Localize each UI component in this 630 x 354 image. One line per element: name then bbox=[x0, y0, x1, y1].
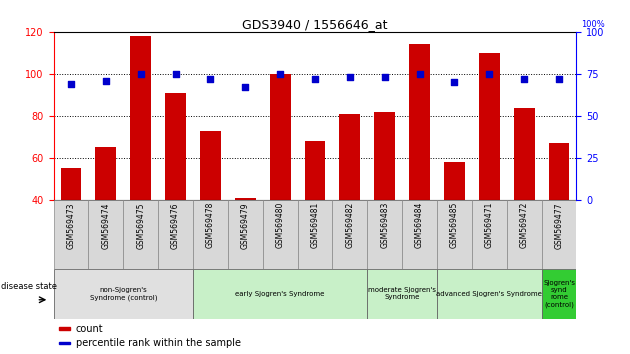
Text: disease state: disease state bbox=[1, 282, 57, 291]
Bar bbox=[367, 200, 402, 269]
Point bbox=[310, 76, 320, 82]
Bar bbox=[193, 269, 367, 319]
Bar bbox=[542, 200, 576, 269]
Point bbox=[484, 71, 495, 77]
Bar bbox=[304, 141, 326, 200]
Title: GDS3940 / 1556646_at: GDS3940 / 1556646_at bbox=[243, 18, 387, 31]
Bar bbox=[60, 169, 81, 200]
Bar bbox=[88, 200, 123, 269]
Bar bbox=[270, 74, 290, 200]
Point bbox=[554, 76, 564, 82]
Text: GSM569479: GSM569479 bbox=[241, 202, 249, 249]
Bar bbox=[228, 200, 263, 269]
Bar bbox=[507, 200, 542, 269]
Text: GSM569481: GSM569481 bbox=[311, 202, 319, 248]
Text: GSM569482: GSM569482 bbox=[345, 202, 354, 248]
Point bbox=[275, 71, 285, 77]
Bar bbox=[437, 269, 542, 319]
Text: GSM569475: GSM569475 bbox=[136, 202, 145, 249]
Text: GSM569480: GSM569480 bbox=[276, 202, 285, 249]
Text: GSM569472: GSM569472 bbox=[520, 202, 529, 249]
Bar bbox=[263, 200, 297, 269]
Point bbox=[415, 71, 425, 77]
Bar bbox=[200, 131, 221, 200]
Text: Sjogren's
synd
rome
(control): Sjogren's synd rome (control) bbox=[543, 280, 575, 308]
Bar bbox=[542, 269, 576, 319]
Bar bbox=[130, 36, 151, 200]
Point bbox=[171, 71, 181, 77]
Bar bbox=[472, 200, 507, 269]
Point bbox=[380, 74, 390, 80]
Point bbox=[519, 76, 529, 82]
Text: GSM569474: GSM569474 bbox=[101, 202, 110, 249]
Text: GSM569483: GSM569483 bbox=[381, 202, 389, 249]
Bar bbox=[437, 200, 472, 269]
Bar bbox=[297, 200, 333, 269]
Point bbox=[345, 74, 355, 80]
Bar bbox=[549, 143, 570, 200]
Point bbox=[101, 78, 111, 84]
Text: count: count bbox=[76, 324, 103, 333]
Bar bbox=[54, 200, 88, 269]
Text: GSM569485: GSM569485 bbox=[450, 202, 459, 249]
Text: percentile rank within the sample: percentile rank within the sample bbox=[76, 338, 241, 348]
Text: early Sjogren's Syndrome: early Sjogren's Syndrome bbox=[236, 291, 325, 297]
Bar bbox=[95, 148, 117, 200]
Point bbox=[135, 71, 146, 77]
Text: GSM569484: GSM569484 bbox=[415, 202, 424, 249]
Bar bbox=[340, 114, 360, 200]
Point bbox=[240, 85, 250, 90]
Bar bbox=[59, 342, 71, 344]
Text: GSM569471: GSM569471 bbox=[485, 202, 494, 249]
Bar bbox=[333, 200, 367, 269]
Bar bbox=[444, 162, 465, 200]
Bar bbox=[374, 112, 395, 200]
Point bbox=[205, 76, 215, 82]
Text: advanced Sjogren's Syndrome: advanced Sjogren's Syndrome bbox=[437, 291, 542, 297]
Bar bbox=[235, 198, 256, 200]
Bar bbox=[54, 269, 193, 319]
Text: GSM569473: GSM569473 bbox=[67, 202, 76, 249]
Point bbox=[449, 80, 459, 85]
Text: 100%: 100% bbox=[581, 20, 604, 29]
Bar bbox=[513, 108, 535, 200]
Point bbox=[66, 81, 76, 87]
Bar bbox=[123, 200, 158, 269]
Bar bbox=[367, 269, 437, 319]
Bar bbox=[59, 327, 71, 330]
Bar bbox=[479, 53, 500, 200]
Text: non-Sjogren's
Syndrome (control): non-Sjogren's Syndrome (control) bbox=[89, 287, 157, 301]
Text: GSM569476: GSM569476 bbox=[171, 202, 180, 249]
Text: GSM569478: GSM569478 bbox=[206, 202, 215, 249]
Bar bbox=[165, 93, 186, 200]
Bar bbox=[402, 200, 437, 269]
Bar bbox=[193, 200, 228, 269]
Bar bbox=[409, 45, 430, 200]
Text: moderate Sjogren's
Syndrome: moderate Sjogren's Syndrome bbox=[368, 287, 436, 300]
Bar bbox=[158, 200, 193, 269]
Text: GSM569477: GSM569477 bbox=[554, 202, 563, 249]
